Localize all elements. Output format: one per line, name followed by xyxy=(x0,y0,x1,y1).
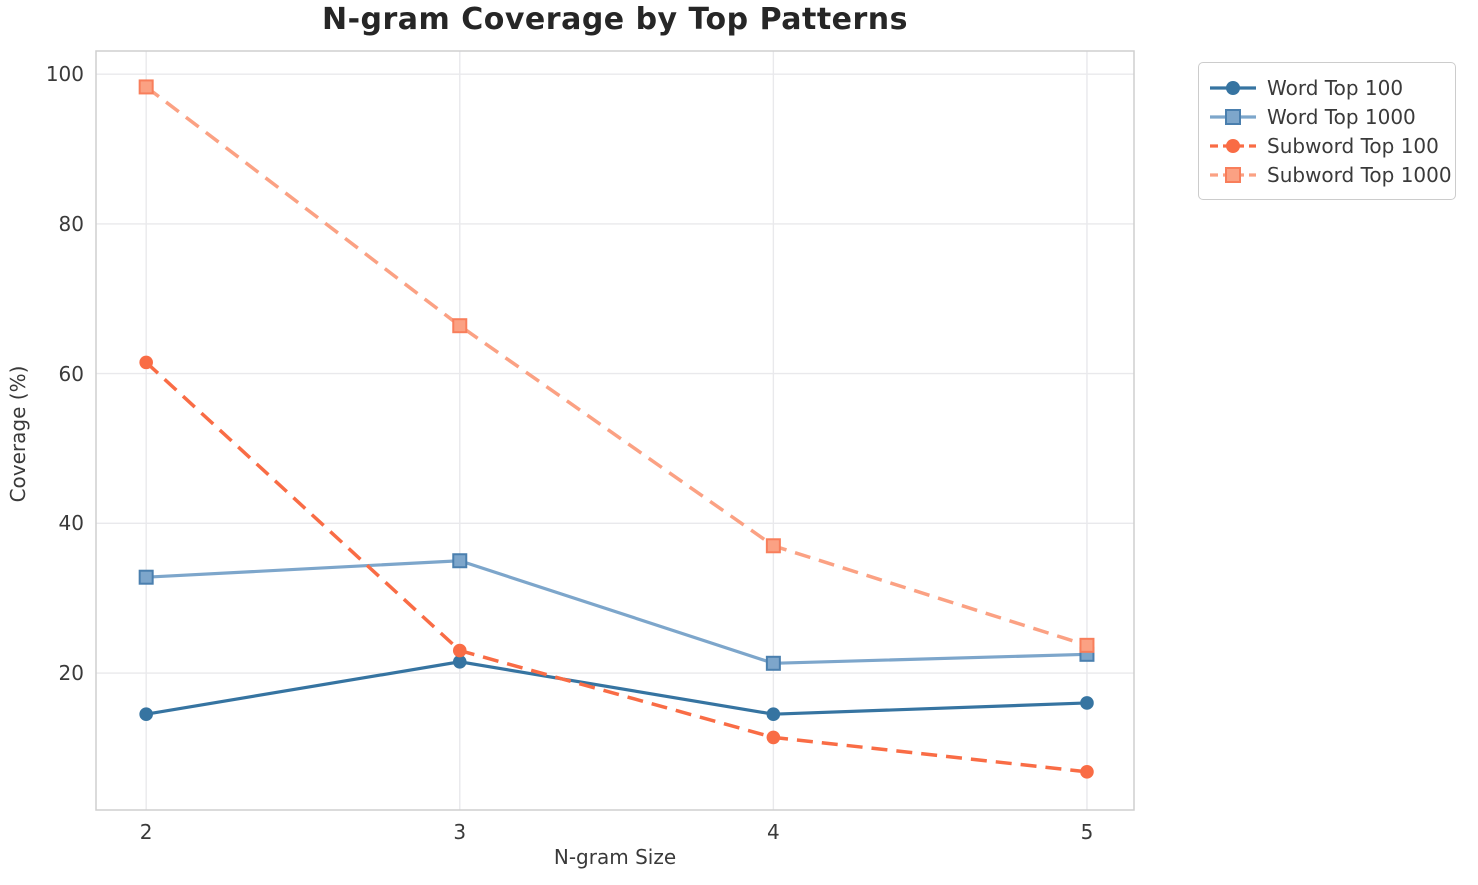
series-marker xyxy=(765,655,781,671)
series-marker xyxy=(452,643,467,658)
x-axis-label: N-gram Size xyxy=(553,845,677,869)
legend-item: Word Top 100 xyxy=(1209,73,1443,102)
y-axis-label: Coverage (%) xyxy=(6,365,30,503)
x-tick-label: 3 xyxy=(453,820,467,844)
plot-border xyxy=(95,50,1135,811)
y-tick-label: 40 xyxy=(58,511,84,536)
legend-line-sample xyxy=(1210,166,1256,183)
series-line xyxy=(146,559,1088,665)
y-tick-label: 60 xyxy=(58,361,84,386)
legend-label: Word Top 100 xyxy=(1267,75,1404,100)
x-tick-label: 5 xyxy=(1080,820,1094,844)
legend-label: Subword Top 100 xyxy=(1267,133,1439,158)
legend: Word Top 100 Word Top 1000 Subword Top 1… xyxy=(1198,62,1456,200)
legend-line-sample xyxy=(1210,108,1256,125)
series-marker xyxy=(766,707,781,721)
legend-sample-marker xyxy=(1226,138,1240,153)
legend-line-sample xyxy=(1210,138,1256,153)
series-marker xyxy=(1080,696,1094,710)
series-marker xyxy=(765,538,781,554)
series-marker xyxy=(452,553,468,569)
series-line xyxy=(145,660,1088,716)
y-tick-label: 100 xyxy=(45,62,84,87)
x-tick-label: 4 xyxy=(766,820,780,844)
legend-sample-marker xyxy=(1226,80,1240,95)
series-marker xyxy=(452,318,468,334)
series-marker xyxy=(139,707,153,721)
series-line xyxy=(145,85,1088,647)
series-marker xyxy=(766,730,781,745)
legend-item: Subword Top 100 xyxy=(1209,131,1443,160)
series-line xyxy=(144,361,1088,774)
legend-label: Word Top 1000 xyxy=(1267,104,1416,129)
legend-label: Subword Top 1000 xyxy=(1267,162,1452,187)
chart-title: N-gram Coverage by Top Patterns xyxy=(321,2,909,37)
y-tick-label: 80 xyxy=(58,211,84,236)
legend-sample-marker xyxy=(1225,108,1241,125)
series-marker xyxy=(452,654,467,669)
series-marker xyxy=(1079,637,1095,653)
legend-line-sample xyxy=(1210,80,1256,95)
series-marker xyxy=(138,79,154,95)
legend-item: Word Top 1000 xyxy=(1209,102,1443,131)
series-marker xyxy=(139,355,153,370)
series-marker xyxy=(138,569,154,585)
legend-item: Subword Top 1000 xyxy=(1209,160,1452,189)
series-marker xyxy=(1080,765,1094,779)
x-tick-label: 2 xyxy=(139,820,153,844)
y-tick-label: 20 xyxy=(58,661,84,686)
legend-sample-marker xyxy=(1225,166,1241,183)
